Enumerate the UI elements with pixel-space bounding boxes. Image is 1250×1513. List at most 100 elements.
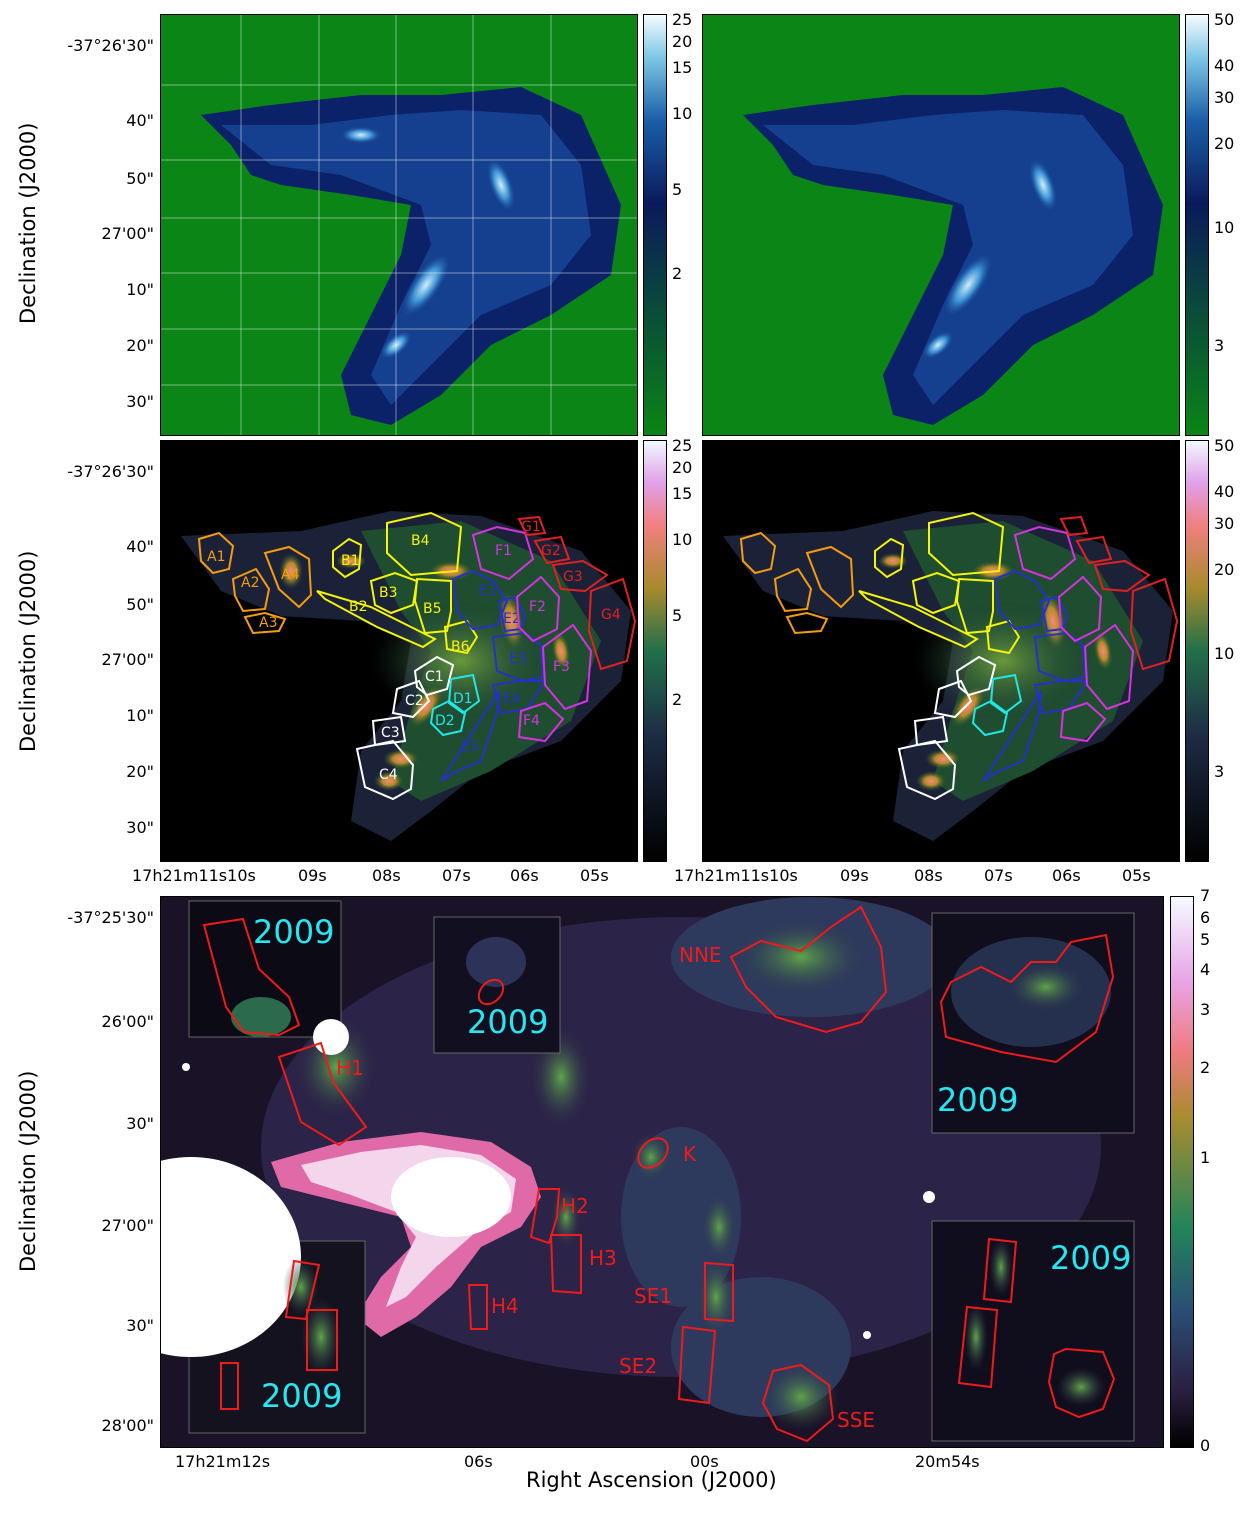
ytick-bottom-3: 27'00"	[101, 1216, 154, 1235]
ytick-top-5: 20"	[126, 336, 154, 355]
region-label-H1: H1	[336, 1056, 364, 1080]
region-K	[637, 1137, 669, 1169]
cbar-bottom-tick-1: 6	[1200, 908, 1211, 927]
region-F2	[1057, 575, 1103, 643]
inset-top-middle	[433, 916, 561, 1054]
region-A3	[243, 611, 287, 635]
cbar-mid-left-tick-5: 2	[672, 690, 683, 709]
cbar-bottom-tick-6: 1	[1200, 1148, 1211, 1167]
region-E5	[982, 690, 1042, 782]
ytick-middle-6: 30"	[126, 818, 154, 837]
region-label-E3: E3	[509, 651, 527, 667]
ylabel-bottom: Declination (J2000)	[16, 1070, 40, 1272]
cbar-mid-right-tick-0: 50	[1214, 436, 1235, 455]
cbar-top-right-tick-0: 50	[1214, 10, 1235, 29]
colorbar-top-right	[1185, 14, 1209, 436]
region-C3	[371, 715, 407, 747]
cbar-top-left-tick-0: 25	[672, 10, 693, 29]
region-label-A1: A1	[207, 549, 225, 565]
inset-top-left	[188, 900, 349, 1055]
region-B6	[443, 619, 479, 655]
region-H4	[467, 1284, 488, 1330]
region-A2	[773, 567, 813, 613]
panel-top-right	[702, 14, 1180, 436]
region-G3	[551, 559, 609, 593]
cbar-bottom-tick-0: 7	[1200, 886, 1211, 905]
region-label-H2: H2	[561, 1194, 589, 1218]
region-B3	[369, 571, 419, 615]
xlabel-bottom: Right Ascension (J2000)	[526, 1468, 777, 1492]
region-D2	[429, 699, 467, 737]
region-label-E2: E2	[503, 611, 521, 627]
region-F1	[1013, 525, 1077, 581]
region-B1	[332, 537, 363, 579]
inset-bottom-left	[161, 1157, 366, 1434]
region-A4	[263, 545, 313, 609]
cbar-mid-right-tick-3: 20	[1214, 560, 1235, 579]
colorbar-middle-left	[643, 440, 667, 862]
colorbar-top-left	[643, 14, 667, 436]
ytick-top-4: 10"	[126, 280, 154, 299]
ytick-middle-0: -37°26'30"	[67, 462, 154, 481]
xtick-bottom-0: 17h21m12s	[175, 1452, 271, 1471]
xtick-bottom-1: 06s	[464, 1452, 493, 1471]
region-C2	[391, 679, 431, 719]
xtick-bottom-3: 20m54s	[915, 1452, 980, 1471]
cbar-top-left-tick-3: 10	[672, 104, 693, 123]
region-NNE	[729, 905, 888, 1034]
cbar-top-left-tick-5: 2	[672, 264, 683, 283]
region-label-C4: C4	[379, 767, 398, 783]
cbar-bottom-tick-3: 4	[1200, 960, 1211, 979]
region-G4	[587, 577, 637, 671]
map-bottom: NNE H1 K H2 H3 H4 SE1 SE2 SSE	[161, 897, 1163, 1447]
region-SSE	[761, 1363, 835, 1443]
region-label-C3: C3	[381, 725, 400, 741]
cbar-top-left-tick-2: 15	[672, 58, 693, 77]
xtick-midleft-3: 07s	[442, 866, 471, 885]
xtick-midright-0: 17h21m11s10s	[674, 866, 798, 885]
region-label-D2: D2	[435, 713, 455, 729]
region-C3	[913, 715, 949, 747]
region-label-A4: A4	[281, 567, 300, 583]
region-B6	[985, 619, 1021, 655]
region-G4	[1129, 577, 1179, 671]
ytick-top-6: 30"	[126, 392, 154, 411]
region-label-F3: F3	[553, 659, 570, 675]
region-E5	[440, 690, 500, 782]
region-A1	[739, 531, 777, 575]
ylabel-middle: Declination (J2000)	[16, 550, 40, 752]
region-H1	[277, 1041, 368, 1147]
cbar-mid-right-tick-4: 10	[1214, 644, 1235, 663]
region-label-NNE: NNE	[679, 943, 722, 967]
cbar-bottom-tick-4: 3	[1200, 1000, 1211, 1019]
ytick-top-1: 40"	[126, 111, 154, 130]
region-E2	[497, 595, 527, 633]
region-B1	[874, 537, 905, 579]
ytick-bottom-2: 30"	[126, 1114, 154, 1133]
region-C2	[933, 679, 973, 719]
panel-middle-left: A1 A2 A3 A4 B1 B2 B3 B4 B5 B6 C1 C2 C3 C4 D1 D2 E1 E2 E3 E4…	[160, 440, 638, 862]
colorbar-middle-right	[1185, 440, 1209, 862]
xtick-midleft-2: 08s	[372, 866, 401, 885]
xtick-midleft-0: 17h21m11s10s	[132, 866, 256, 885]
region-G1	[517, 515, 547, 537]
cbar-bottom-tick-5: 2	[1200, 1058, 1211, 1077]
ytick-bottom-4: 30"	[126, 1316, 154, 1335]
xtick-midright-4: 06s	[1052, 866, 1081, 885]
region-H3	[549, 1234, 582, 1295]
region-D1	[447, 673, 481, 715]
cbar-top-left-tick-1: 20	[672, 32, 693, 51]
cbar-mid-left-tick-3: 10	[672, 530, 693, 549]
xtick-bottom-2: 00s	[690, 1452, 719, 1471]
ytick-bottom-5: 28'00"	[101, 1416, 154, 1435]
region-B2	[316, 590, 437, 649]
region-D1	[989, 673, 1023, 715]
cbar-mid-left-tick-4: 5	[672, 606, 683, 625]
xtick-midright-2: 08s	[914, 866, 943, 885]
region-E4	[491, 680, 547, 715]
region-A2	[231, 567, 271, 613]
panel-top-left	[160, 14, 638, 436]
region-F4	[1059, 701, 1107, 743]
ytick-bottom-0: -37°25'30"	[67, 908, 154, 927]
cbar-mid-left-tick-1: 20	[672, 458, 693, 477]
